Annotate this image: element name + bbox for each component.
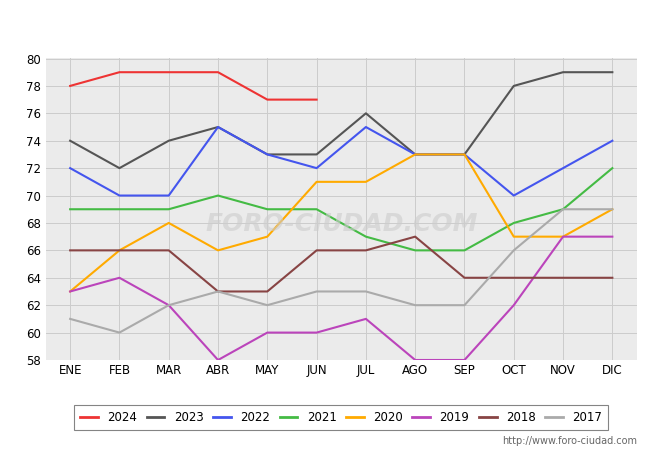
Text: http://www.foro-ciudad.com: http://www.foro-ciudad.com xyxy=(502,436,637,446)
Legend: 2024, 2023, 2022, 2021, 2020, 2019, 2018, 2017: 2024, 2023, 2022, 2021, 2020, 2019, 2018… xyxy=(74,405,608,430)
Text: FORO-CIUDAD.COM: FORO-CIUDAD.COM xyxy=(205,212,478,236)
Text: Afiliados en Sieteiglesias de Tormes a 31/5/2024: Afiliados en Sieteiglesias de Tormes a 3… xyxy=(131,16,519,31)
